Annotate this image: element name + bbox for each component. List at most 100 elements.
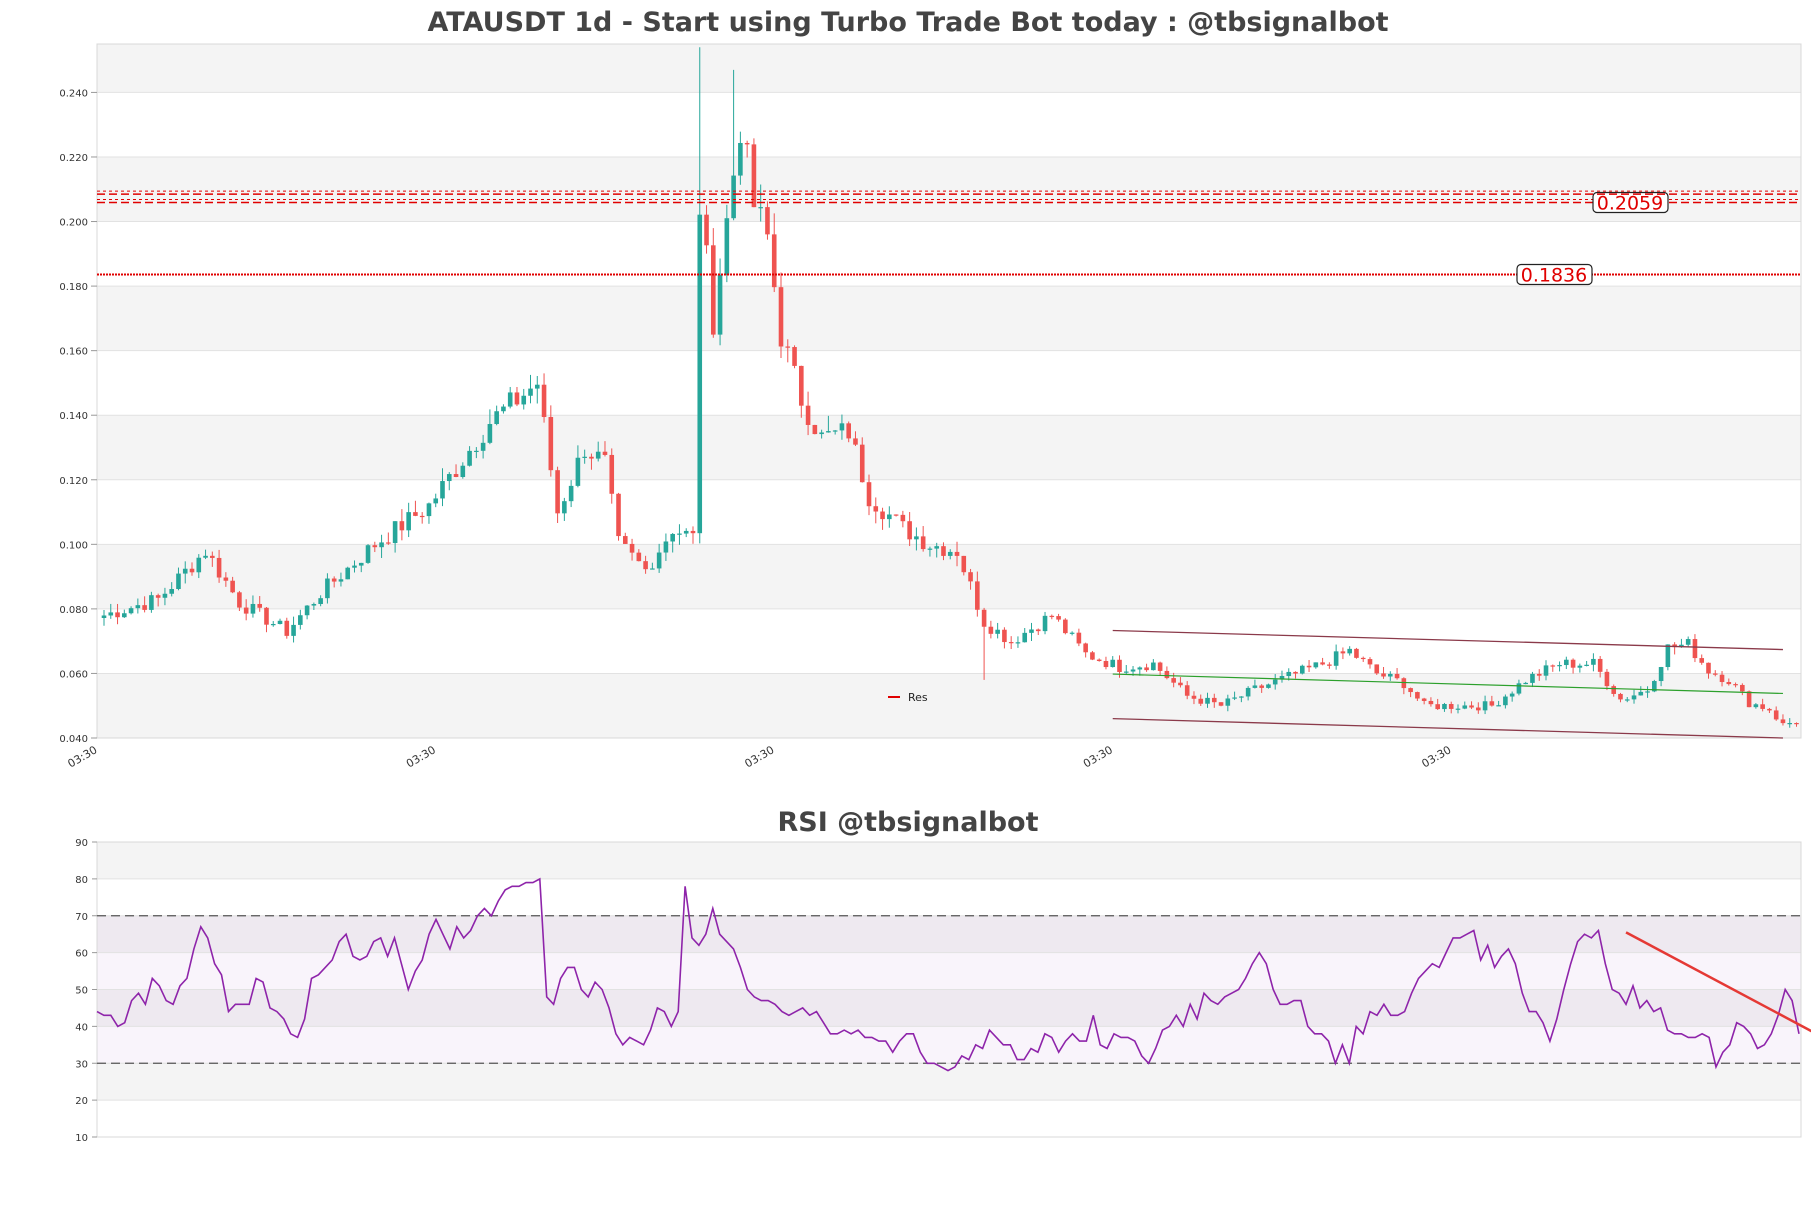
candle-body: [954, 551, 960, 556]
candle-body: [325, 578, 330, 599]
candle-body: [1692, 639, 1698, 659]
candle-body: [135, 605, 141, 609]
candle-body: [1279, 676, 1285, 680]
candle-body: [1699, 658, 1705, 663]
candle-body: [1360, 657, 1366, 660]
candle-body: [440, 481, 445, 499]
candle-body: [1611, 686, 1617, 694]
rsi-band: [97, 989, 1801, 1027]
candle-body: [419, 515, 425, 518]
candle-body: [643, 561, 648, 570]
candle-body: [988, 626, 994, 634]
candle-body: [568, 485, 574, 502]
candle-body: [650, 568, 655, 570]
candle-body: [1618, 693, 1623, 700]
candle-body: [670, 533, 675, 542]
price-x-tick-label: 03:30: [404, 743, 438, 770]
candle-body: [1103, 660, 1109, 668]
candle-body: [785, 346, 791, 348]
rsi-chart-title: RSI @tbsignalbot: [777, 807, 1038, 838]
candle-body: [1042, 615, 1048, 632]
rsi-trendline: [1625, 931, 1811, 1033]
candle-body: [1516, 683, 1522, 694]
candle-body: [968, 572, 973, 582]
candle-body: [460, 465, 466, 478]
candle-body: [1144, 667, 1149, 671]
candle-body: [1401, 678, 1407, 689]
candle-body: [1733, 684, 1738, 686]
price-y-tick-label: 0.080: [59, 605, 88, 616]
candle-body: [528, 388, 533, 396]
candle-body: [663, 541, 669, 553]
candle-body: [1313, 662, 1319, 668]
candle-body: [250, 603, 256, 614]
price-band: [97, 286, 1801, 351]
candle-body: [331, 578, 337, 582]
candle-body: [399, 521, 405, 531]
level-label: 0.2059: [1597, 192, 1663, 214]
candle-body: [1746, 691, 1752, 708]
candle-body: [859, 444, 865, 483]
candle-body: [1225, 698, 1231, 706]
candle-body: [548, 417, 554, 471]
candle-body: [1421, 698, 1427, 701]
candle-body: [1205, 697, 1210, 704]
candle-body: [1076, 632, 1082, 644]
candle-body: [555, 470, 560, 514]
candle-body: [1631, 695, 1637, 700]
candle-body: [1245, 687, 1251, 697]
legend: Res: [888, 691, 928, 704]
candle-body: [521, 395, 527, 405]
candle-body: [636, 552, 642, 562]
candle-body: [162, 593, 168, 598]
candle-body: [1218, 702, 1224, 706]
candle-body: [622, 536, 628, 544]
candle-body: [379, 542, 384, 548]
candle-body: [1394, 673, 1400, 679]
channel-lower-line: [1112, 717, 1783, 739]
candle-body: [609, 454, 615, 494]
candle-body: [1299, 665, 1305, 674]
price-y-tick-label: 0.060: [59, 669, 88, 680]
price-x-tick-label: 03:30: [1081, 743, 1115, 770]
candle-body: [1320, 662, 1325, 665]
candle-body: [1157, 662, 1163, 671]
candle-body: [1679, 644, 1684, 648]
candle-body: [1530, 673, 1535, 683]
candle-body: [1198, 698, 1204, 704]
candle-body: [1712, 673, 1718, 675]
candle-body: [1442, 704, 1447, 710]
candle-body: [1719, 674, 1725, 683]
candle-body: [1408, 688, 1413, 693]
candle-body: [1658, 667, 1664, 682]
price-band: [97, 415, 1801, 480]
rsi-y-tick-label: 60: [75, 949, 88, 960]
candle-body: [1638, 691, 1644, 696]
candle-body: [1604, 671, 1610, 687]
candle-body: [758, 207, 763, 209]
candle-body: [1645, 691, 1650, 693]
rsi-y-tick-label: 20: [75, 1096, 88, 1107]
candle-body: [1726, 682, 1732, 685]
price-y-tick-label: 0.180: [59, 282, 88, 293]
candle-body: [291, 624, 296, 636]
candle-body: [128, 608, 134, 614]
candle-body: [467, 450, 472, 466]
candle-body: [1455, 708, 1461, 710]
candle-body: [1130, 669, 1136, 672]
candle-body: [765, 207, 770, 235]
candle-body: [1469, 705, 1474, 708]
candle-body: [176, 573, 181, 590]
candle-body: [1252, 685, 1258, 688]
rsi-band: [97, 842, 1801, 879]
candle-body: [846, 423, 851, 439]
candle-body: [1347, 648, 1352, 654]
candle-body: [480, 442, 486, 451]
candle-body: [1523, 682, 1528, 685]
candle-body: [947, 551, 953, 556]
candle-body: [514, 392, 520, 405]
candle-body: [738, 142, 743, 176]
candle-body: [372, 545, 378, 548]
candle-body: [1272, 679, 1278, 685]
candle-body: [656, 552, 662, 569]
